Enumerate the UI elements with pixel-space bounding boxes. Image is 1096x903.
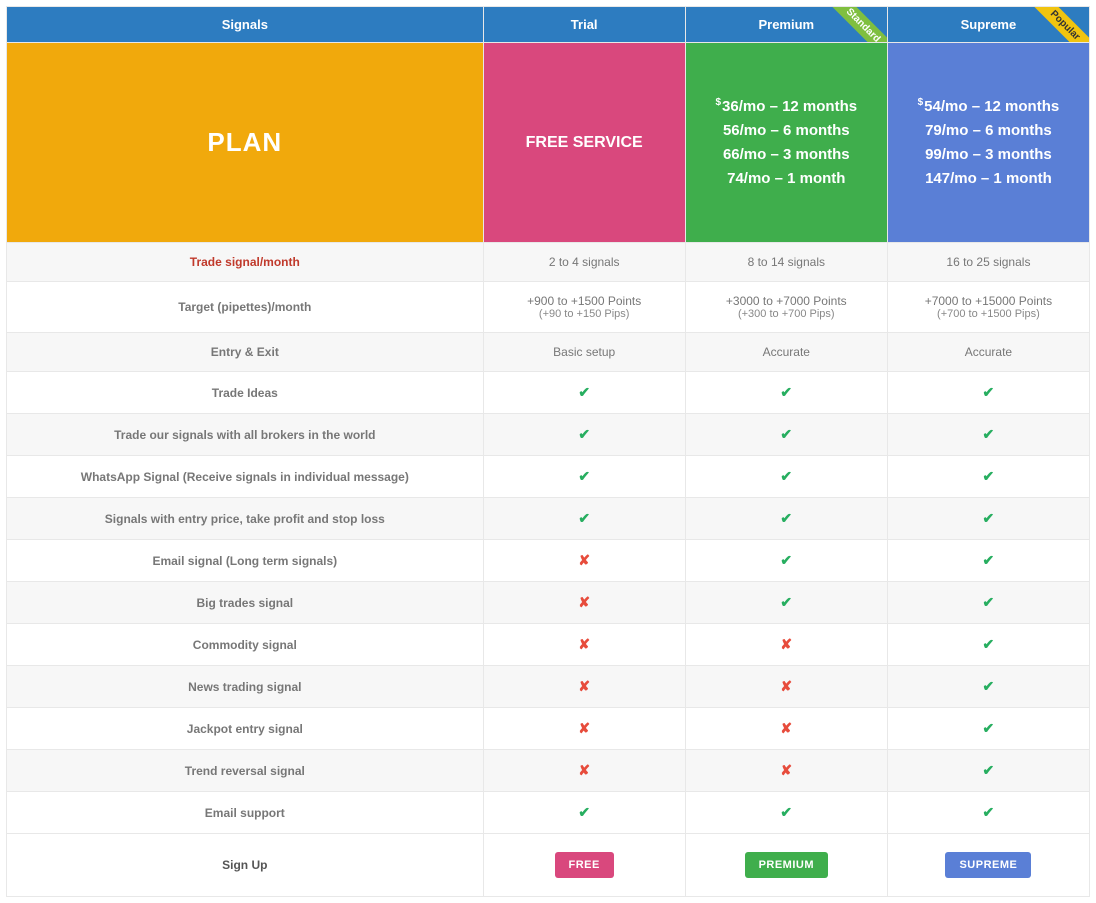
check-icon: ✔ (983, 552, 995, 568)
check-icon: ✔ (983, 720, 995, 736)
check-icon: ✔ (780, 594, 792, 610)
check-icon: ✔ (578, 384, 590, 400)
feature-row: WhatsApp Signal (Receive signals in indi… (7, 456, 1090, 498)
feature-row: News trading signal ✘ ✘ ✔ (7, 666, 1090, 708)
check-icon: ✔ (983, 426, 995, 442)
check-icon: ✔ (780, 552, 792, 568)
header-supreme: Supreme Popular (887, 7, 1089, 43)
header-trial: Trial (483, 7, 685, 43)
ribbon-standard: Standard (821, 7, 887, 43)
check-icon: ✔ (983, 384, 995, 400)
check-icon: ✔ (983, 762, 995, 778)
feature-row: Trade signal/month2 to 4 signals8 to 14 … (7, 243, 1090, 282)
feature-label: Trend reversal signal (7, 750, 484, 792)
feature-row: Target (pipettes)/month+900 to +1500 Poi… (7, 282, 1090, 333)
check-icon: ✔ (983, 510, 995, 526)
check-icon: ✔ (780, 384, 792, 400)
check-icon: ✔ (578, 804, 590, 820)
check-icon: ✔ (780, 804, 792, 820)
pricing-table: Signals Trial Premium Standard Supreme P… (6, 6, 1090, 897)
plan-supreme-cell: 54/mo – 12 months79/mo – 6 months99/mo –… (887, 43, 1089, 243)
header-premium: Premium Standard (685, 7, 887, 43)
cross-icon: ✘ (578, 678, 590, 694)
feature-row: Email support ✔ ✔ ✔ (7, 792, 1090, 834)
feature-label: Jackpot entry signal (7, 708, 484, 750)
signup-row: Sign Up FREE PREMIUM SUPREME (7, 834, 1090, 897)
cross-icon: ✘ (578, 762, 590, 778)
plan-trial-cell: FREE SERVICE (483, 43, 685, 243)
feature-row: Big trades signal ✘ ✔ ✔ (7, 582, 1090, 624)
check-icon: ✔ (983, 468, 995, 484)
feature-row: Commodity signal ✘ ✘ ✔ (7, 624, 1090, 666)
check-icon: ✔ (578, 468, 590, 484)
cross-icon: ✘ (780, 636, 792, 652)
cross-icon: ✘ (578, 720, 590, 736)
feature-label: Entry & Exit (7, 333, 484, 372)
signup-label: Sign Up (7, 834, 484, 897)
check-icon: ✔ (983, 636, 995, 652)
check-icon: ✔ (780, 426, 792, 442)
feature-label: News trading signal (7, 666, 484, 708)
signup-free-button[interactable]: FREE (555, 852, 614, 878)
feature-row: Trade our signals with all brokers in th… (7, 414, 1090, 456)
check-icon: ✔ (983, 594, 995, 610)
cross-icon: ✘ (780, 762, 792, 778)
check-icon: ✔ (983, 678, 995, 694)
header-row: Signals Trial Premium Standard Supreme P… (7, 7, 1090, 43)
plan-premium-prices: 36/mo – 12 months56/mo – 6 months66/mo –… (686, 95, 887, 191)
cross-icon: ✘ (578, 636, 590, 652)
cross-icon: ✘ (780, 678, 792, 694)
header-supreme-label: Supreme (961, 17, 1017, 32)
cross-icon: ✘ (578, 552, 590, 568)
plan-trial-text: FREE SERVICE (484, 134, 685, 152)
feature-row: Trend reversal signal ✘ ✘ ✔ (7, 750, 1090, 792)
feature-row: Email signal (Long term signals) ✘ ✔ ✔ (7, 540, 1090, 582)
check-icon: ✔ (578, 426, 590, 442)
signup-premium-button[interactable]: PREMIUM (745, 852, 828, 878)
cross-icon: ✘ (780, 720, 792, 736)
plan-supreme-prices: 54/mo – 12 months79/mo – 6 months99/mo –… (888, 95, 1089, 191)
feature-label: Commodity signal (7, 624, 484, 666)
plan-premium-cell: 36/mo – 12 months56/mo – 6 months66/mo –… (685, 43, 887, 243)
ribbon-popular: Popular (1024, 7, 1090, 43)
signup-supreme-button[interactable]: SUPREME (945, 852, 1031, 878)
plan-label-cell: PLAN (7, 43, 484, 243)
feature-label: Email support (7, 792, 484, 834)
feature-label: Signals with entry price, take profit an… (7, 498, 484, 540)
plan-row: PLAN FREE SERVICE 36/mo – 12 months56/mo… (7, 43, 1090, 243)
feature-row: Trade Ideas ✔ ✔ ✔ (7, 372, 1090, 414)
header-signals: Signals (7, 7, 484, 43)
check-icon: ✔ (983, 804, 995, 820)
check-icon: ✔ (780, 510, 792, 526)
check-icon: ✔ (780, 468, 792, 484)
plan-label: PLAN (7, 127, 483, 158)
feature-row: Jackpot entry signal ✘ ✘ ✔ (7, 708, 1090, 750)
feature-label: Trade signal/month (7, 243, 484, 282)
feature-label: Big trades signal (7, 582, 484, 624)
check-icon: ✔ (578, 510, 590, 526)
feature-label: Email signal (Long term signals) (7, 540, 484, 582)
feature-label: Trade Ideas (7, 372, 484, 414)
header-premium-label: Premium (758, 17, 814, 32)
feature-row: Entry & ExitBasic setupAccurateAccurate (7, 333, 1090, 372)
feature-label: Trade our signals with all brokers in th… (7, 414, 484, 456)
feature-label: WhatsApp Signal (Receive signals in indi… (7, 456, 484, 498)
feature-label: Target (pipettes)/month (7, 282, 484, 333)
feature-row: Signals with entry price, take profit an… (7, 498, 1090, 540)
cross-icon: ✘ (578, 594, 590, 610)
